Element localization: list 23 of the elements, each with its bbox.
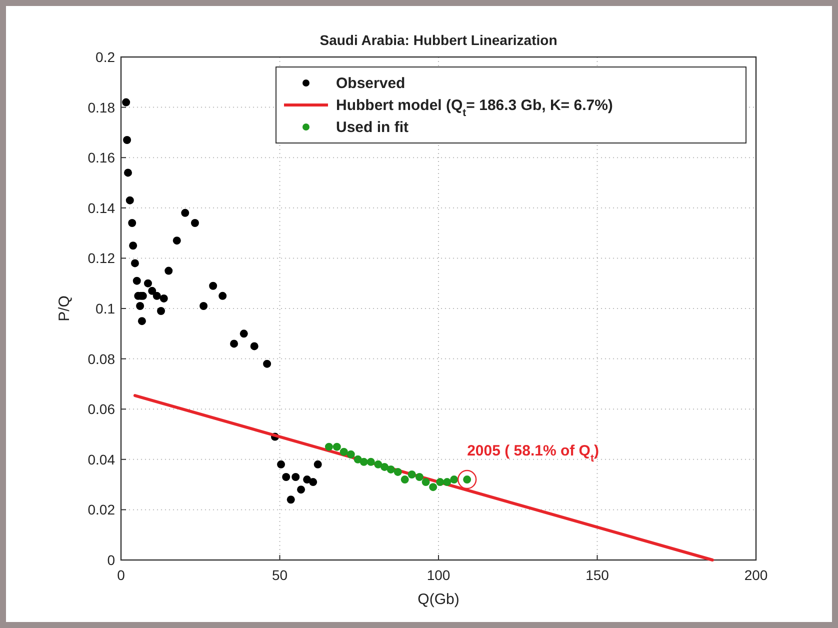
legend-label: Used in fit <box>336 119 409 136</box>
y-tick-label: 0.1 <box>96 300 116 316</box>
x-axis-title: Q(Gb) <box>418 591 460 608</box>
y-tick-label: 0.02 <box>88 502 116 518</box>
x-tick-label: 200 <box>744 567 768 583</box>
legend-label: Observed <box>336 75 406 92</box>
x-tick-label: 50 <box>272 567 288 583</box>
chart-title: Saudi Arabia: Hubbert Linearization <box>320 32 558 48</box>
y-tick-label: 0 <box>107 552 116 568</box>
y-tick-label: 0.04 <box>88 451 116 468</box>
x-tick-label: 150 <box>586 567 610 583</box>
y-tick-label: 0.08 <box>88 350 116 367</box>
y-tick-label: 0.18 <box>88 99 116 116</box>
y-tick-label: 0.2 <box>96 49 116 65</box>
x-tick-label: 0 <box>117 567 126 583</box>
x-tick-label: 100 <box>426 567 450 583</box>
y-axis-title: P/Q <box>56 296 73 322</box>
legend-label: Hubbert model (Q$_{t}$= 186.3 Gb, K= 6.7%) <box>336 97 613 119</box>
y-tick-label: 0.12 <box>88 250 116 266</box>
annotation: 2005 ( 58.1% of Q$_{t}$) <box>467 442 599 465</box>
y-tick-label: 0.06 <box>88 401 116 418</box>
y-tick-label: 0.16 <box>88 150 116 166</box>
y-tick-label: 0.14 <box>88 200 116 216</box>
